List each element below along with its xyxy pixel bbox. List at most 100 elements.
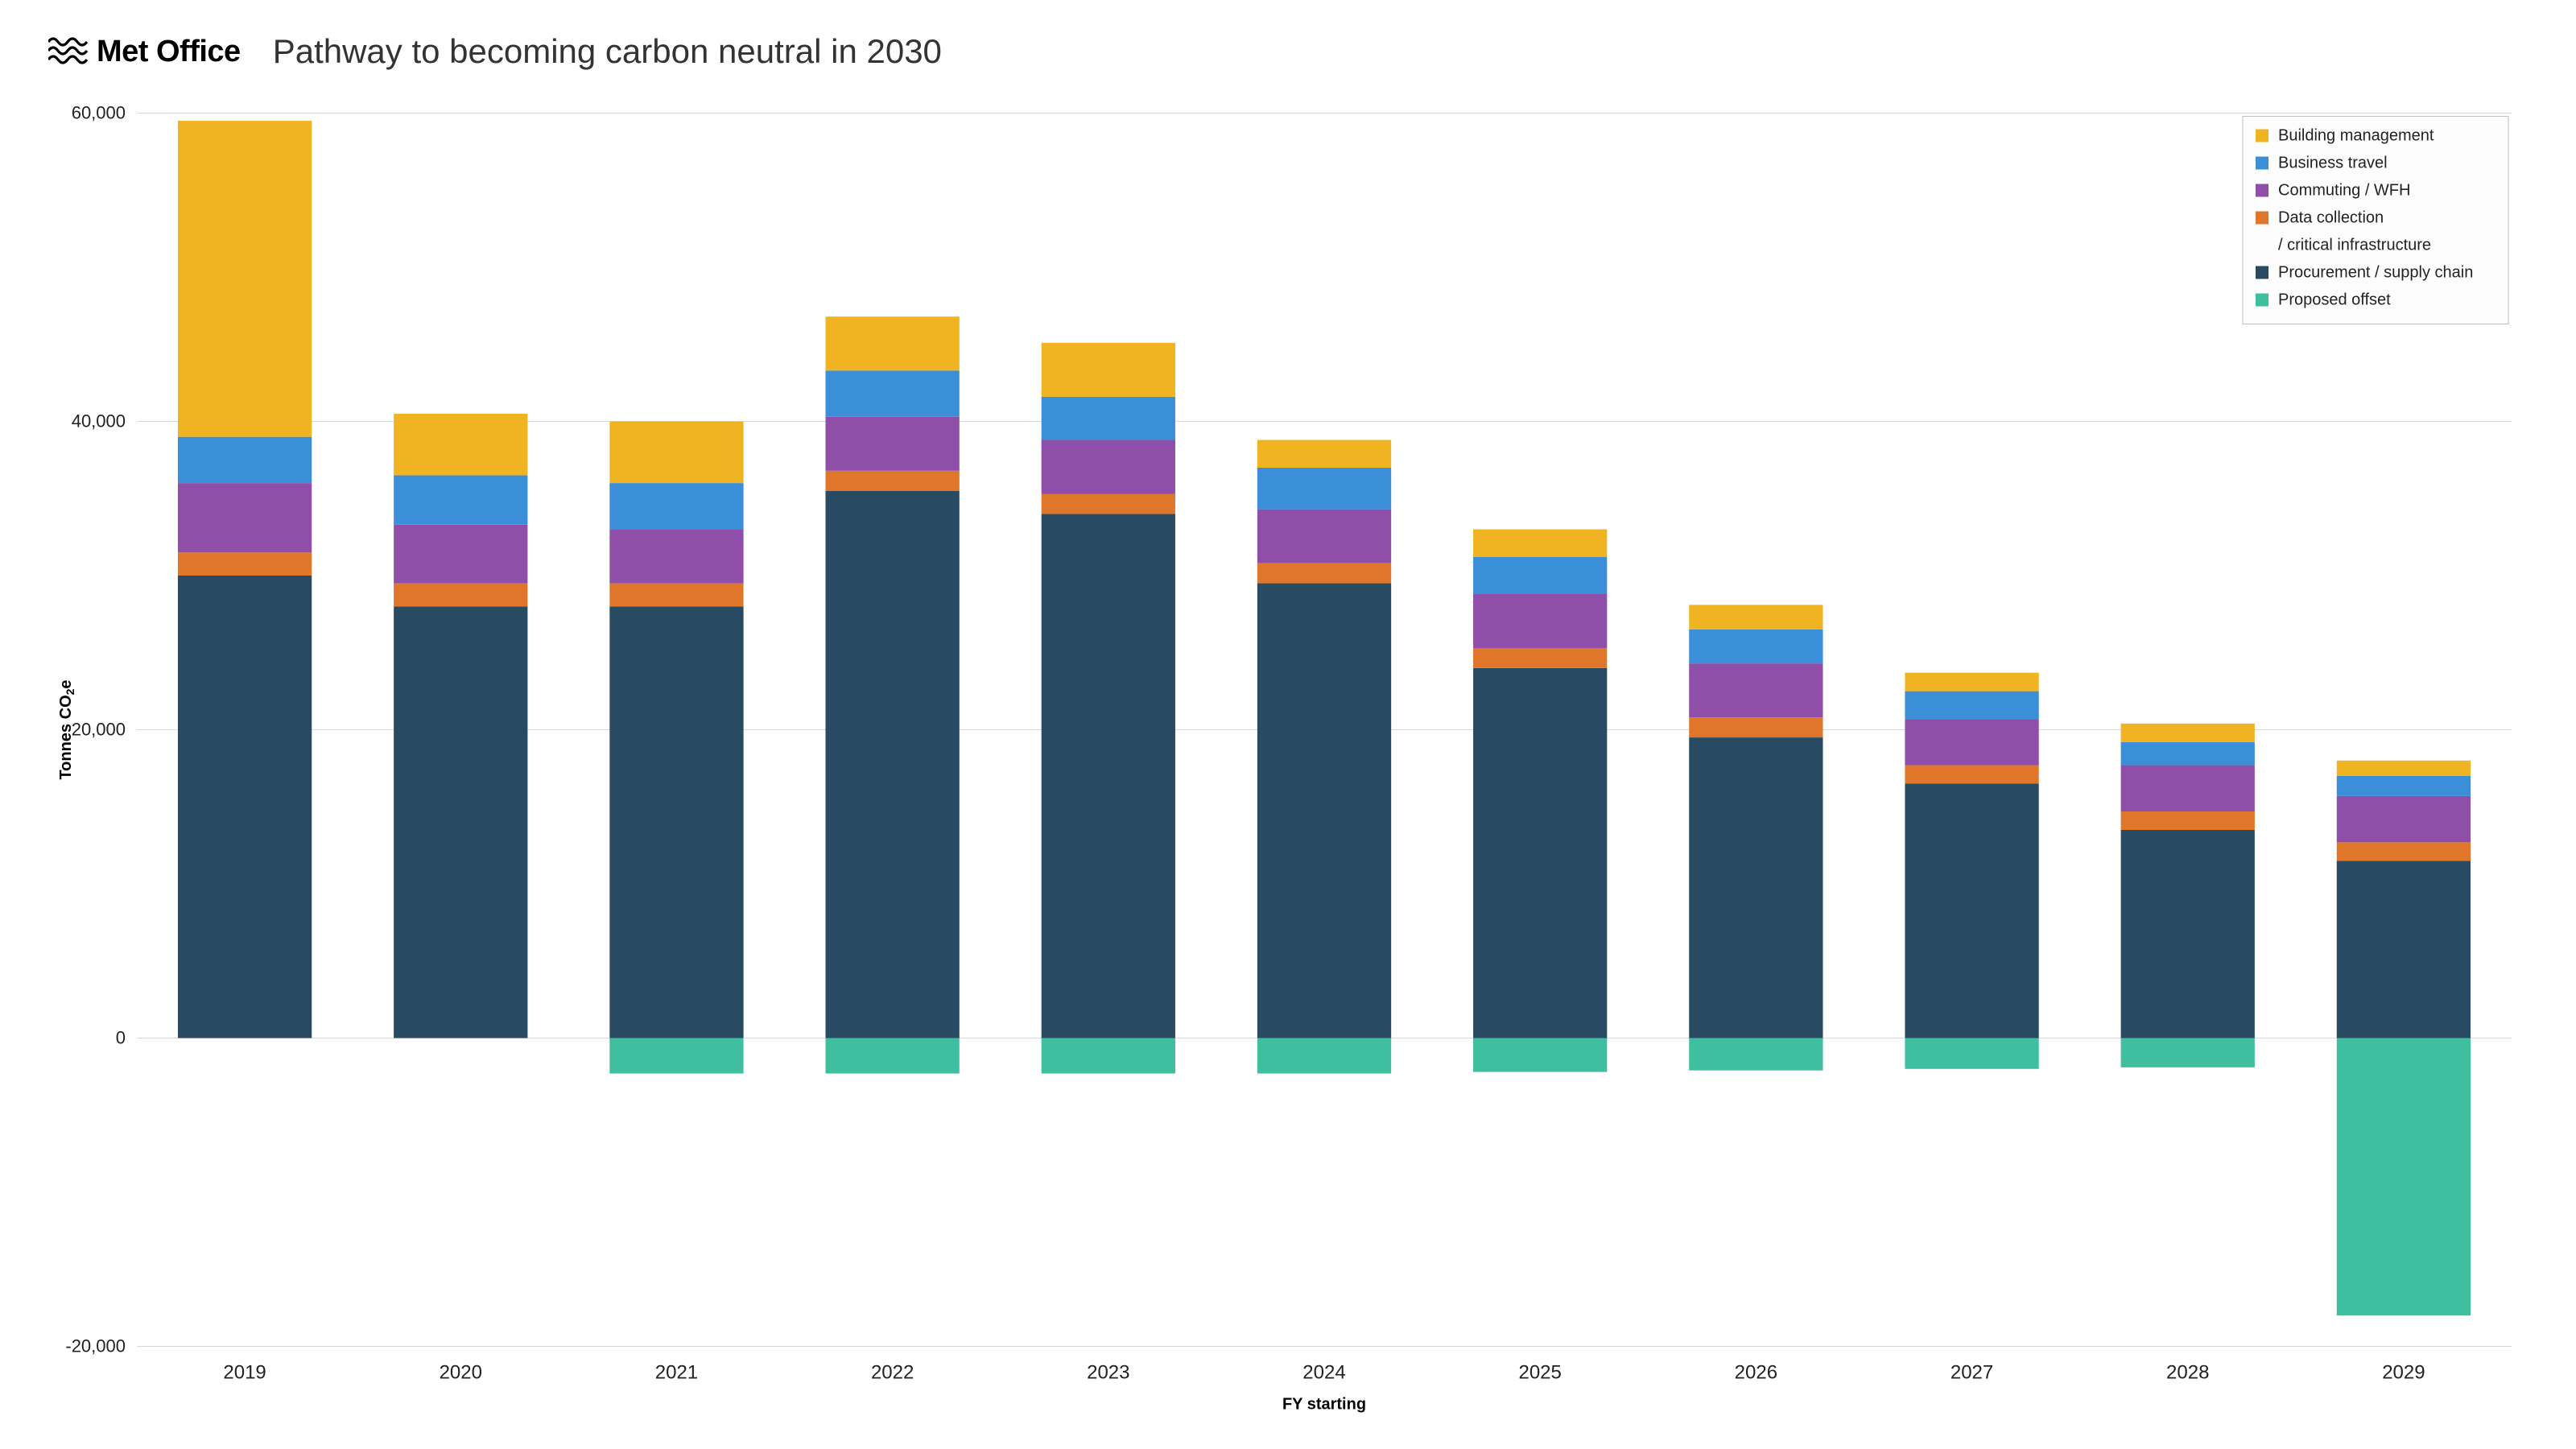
bar-procurement xyxy=(2337,861,2471,1038)
legend-label: Data collection xyxy=(2278,209,2384,227)
legend-label: Procurement / supply chain xyxy=(2278,264,2473,282)
stacked-bar-chart: -20,000 0 20,000 40,000 60,000 2019 2020 2021 20… xyxy=(48,95,2528,1421)
bar-procurement xyxy=(1689,737,1823,1038)
bar-procurement xyxy=(609,606,743,1038)
bar-building_management xyxy=(394,414,527,476)
x-tick-label: 2026 xyxy=(1735,1362,1777,1384)
x-tick-label: 2024 xyxy=(1302,1362,1345,1384)
bar-commuting_wfh xyxy=(1042,440,1175,493)
bar-procurement xyxy=(178,576,312,1038)
bar-building_management xyxy=(1257,440,1391,467)
bar-proposed_offset xyxy=(1905,1038,2038,1069)
bar-building_management xyxy=(1473,530,1607,557)
x-tick-label: 2025 xyxy=(1518,1362,1561,1384)
bar-building_management xyxy=(1689,605,1823,630)
bar-procurement xyxy=(1473,668,1607,1038)
legend-swatch xyxy=(2256,212,2268,225)
legend-swatch xyxy=(2256,294,2268,307)
bar-procurement xyxy=(1905,784,2038,1038)
legend-swatch xyxy=(2256,157,2268,170)
legend-swatch xyxy=(2256,266,2268,279)
bar-commuting_wfh xyxy=(1473,594,1607,648)
bar-business_travel xyxy=(1042,397,1175,440)
bar-business_travel xyxy=(2337,776,2471,796)
bar-commuting_wfh xyxy=(2121,766,2255,811)
bar-commuting_wfh xyxy=(2337,796,2471,842)
y-tick-label: 20,000 xyxy=(72,720,126,740)
brand-name: Met Office xyxy=(97,35,241,69)
bar-building_management xyxy=(1042,343,1175,397)
bar-data_collection xyxy=(1905,766,2038,784)
legend-label: Proposed offset xyxy=(2278,291,2391,309)
bar-procurement xyxy=(1257,584,1391,1038)
legend-label: / critical infrastructure xyxy=(2278,237,2431,254)
bar-data_collection xyxy=(609,584,743,607)
bar-commuting_wfh xyxy=(1257,510,1391,564)
header: Met Office Pathway to becoming carbon ne… xyxy=(48,32,2528,71)
chart-title: Pathway to becoming carbon neutral in 20… xyxy=(273,32,942,71)
bar-commuting_wfh xyxy=(609,530,743,584)
y-tick-label: -20,000 xyxy=(65,1336,126,1356)
legend-swatch xyxy=(2256,184,2268,197)
bar-building_management xyxy=(178,121,312,437)
bar-data_collection xyxy=(826,471,960,491)
legend-label: Building management xyxy=(2278,127,2434,145)
x-tick-label: 2022 xyxy=(871,1362,914,1384)
y-tick-label: 60,000 xyxy=(72,103,126,123)
bar-data_collection xyxy=(1473,648,1607,668)
bar-proposed_offset xyxy=(1689,1038,1823,1071)
bar-building_management xyxy=(1905,673,2038,691)
bar-business_travel xyxy=(1257,468,1391,510)
bar-proposed_offset xyxy=(826,1038,960,1074)
bar-proposed_offset xyxy=(2337,1038,2471,1316)
bar-commuting_wfh xyxy=(1689,663,1823,717)
bar-proposed_offset xyxy=(1473,1038,1607,1072)
legend-label: Commuting / WFH xyxy=(2278,182,2410,200)
x-tick-label: 2019 xyxy=(223,1362,266,1384)
bar-data_collection xyxy=(1042,494,1175,514)
bar-commuting_wfh xyxy=(1905,719,2038,765)
bar-data_collection xyxy=(2337,842,2471,861)
bar-procurement xyxy=(1042,514,1175,1038)
x-tick-label: 2028 xyxy=(2166,1362,2209,1384)
bar-business_travel xyxy=(394,476,527,525)
x-tick-label: 2027 xyxy=(1951,1362,1993,1384)
legend-swatch xyxy=(2256,130,2268,142)
bar-data_collection xyxy=(2121,811,2255,830)
bar-business_travel xyxy=(1689,630,1823,663)
x-tick-label: 2023 xyxy=(1087,1362,1129,1384)
met-office-waves-icon xyxy=(48,37,89,66)
bar-business_travel xyxy=(2121,742,2255,766)
bar-building_management xyxy=(2121,724,2255,742)
chart-page: Met Office Pathway to becoming carbon ne… xyxy=(0,0,2576,1449)
bar-proposed_offset xyxy=(609,1038,743,1074)
bar-commuting_wfh xyxy=(394,525,527,584)
bar-building_management xyxy=(2337,761,2471,776)
bar-data_collection xyxy=(394,584,527,607)
y-axis-label: Tonnes CO2e xyxy=(57,679,76,779)
bar-building_management xyxy=(826,316,960,370)
bar-data_collection xyxy=(178,552,312,576)
bar-proposed_offset xyxy=(2121,1038,2255,1067)
bar-proposed_offset xyxy=(1257,1038,1391,1074)
bar-commuting_wfh xyxy=(826,417,960,471)
legend-label: Business travel xyxy=(2278,155,2388,172)
chart-area: -20,000 0 20,000 40,000 60,000 2019 2020 2021 20… xyxy=(48,95,2528,1421)
bar-business_travel xyxy=(1905,691,2038,719)
brand-logo: Met Office xyxy=(48,35,241,69)
x-axis-label: FY starting xyxy=(1282,1396,1366,1414)
bar-procurement xyxy=(2121,830,2255,1038)
bar-data_collection xyxy=(1689,717,1823,737)
x-tick-label: 2020 xyxy=(440,1362,482,1384)
bar-commuting_wfh xyxy=(178,483,312,552)
y-tick-label: 0 xyxy=(116,1028,126,1048)
bar-proposed_offset xyxy=(1042,1038,1175,1074)
bar-procurement xyxy=(826,491,960,1038)
x-tick-label: 2021 xyxy=(655,1362,698,1384)
bar-procurement xyxy=(394,606,527,1038)
bar-business_travel xyxy=(609,483,743,529)
y-tick-label: 40,000 xyxy=(72,411,126,431)
bar-building_management xyxy=(609,422,743,484)
bar-business_travel xyxy=(178,437,312,483)
x-tick-label: 2029 xyxy=(2382,1362,2425,1384)
